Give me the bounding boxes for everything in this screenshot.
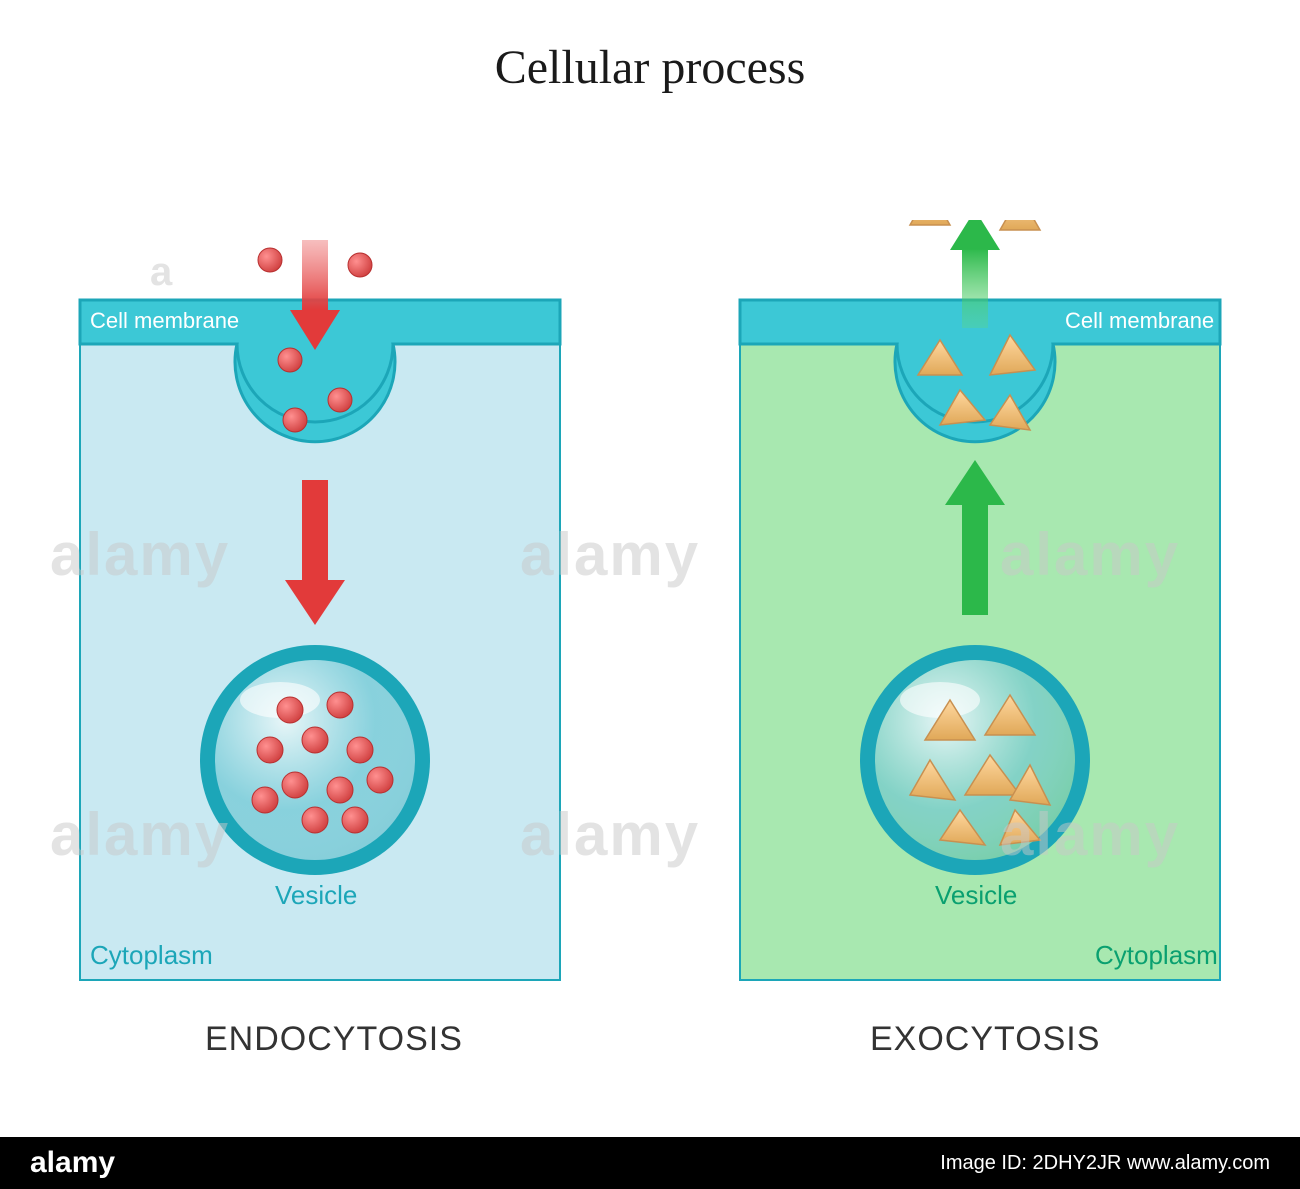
membrane-label-left: Cell membrane <box>90 308 239 334</box>
cytoplasm-label-left: Cytoplasm <box>90 940 213 971</box>
membrane-label-right: Cell membrane <box>1065 308 1214 334</box>
vesicle-label-left: Vesicle <box>275 880 357 911</box>
footer-bar: alamy Image ID: 2DHY2JR www.alamy.com <box>0 1137 1300 1189</box>
exocytosis-label: EXOCYTOSIS <box>870 1020 1100 1059</box>
cytoplasm-label-right: Cytoplasm <box>1095 940 1218 971</box>
endocytosis-label: ENDOCYTOSIS <box>205 1020 463 1059</box>
vesicle <box>860 645 1090 875</box>
diagram-title: Cellular process <box>495 40 806 95</box>
footer-brand: alamy <box>30 1146 115 1180</box>
vesicle-label-right: Vesicle <box>935 880 1017 911</box>
vesicle <box>200 645 430 875</box>
footer-credit: Image ID: 2DHY2JR www.alamy.com <box>940 1152 1270 1175</box>
